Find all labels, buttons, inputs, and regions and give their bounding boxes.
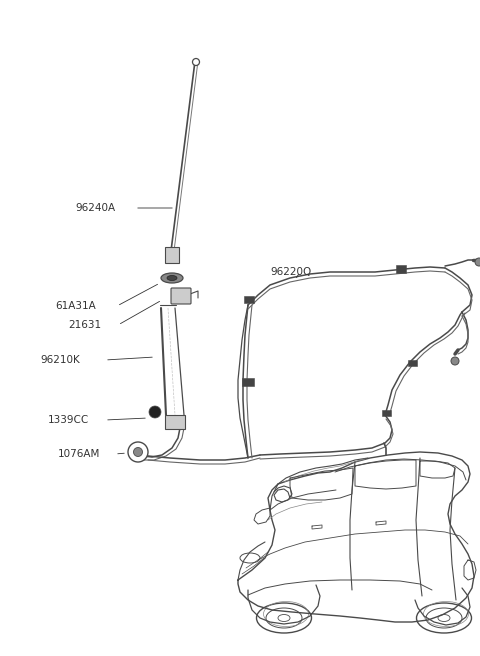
Text: 1076AM: 1076AM [58,449,100,459]
FancyBboxPatch shape [165,247,179,263]
Circle shape [133,447,143,457]
Circle shape [128,442,148,462]
FancyBboxPatch shape [242,378,254,386]
Circle shape [475,258,480,266]
Text: 96240A: 96240A [75,203,115,213]
FancyBboxPatch shape [396,265,406,273]
FancyBboxPatch shape [244,296,254,303]
Text: 21631: 21631 [68,320,101,330]
FancyBboxPatch shape [382,410,391,416]
FancyBboxPatch shape [408,360,417,366]
Text: 96220Q: 96220Q [270,267,311,277]
FancyBboxPatch shape [171,288,191,304]
Circle shape [149,406,161,418]
Text: 1339CC: 1339CC [48,415,89,425]
Circle shape [451,357,459,365]
FancyBboxPatch shape [165,415,185,429]
Ellipse shape [161,273,183,283]
Ellipse shape [167,276,177,281]
Ellipse shape [240,553,260,563]
Circle shape [192,58,200,66]
Text: 96210K: 96210K [40,355,80,365]
Ellipse shape [278,615,290,621]
Text: 61A31A: 61A31A [55,301,96,311]
Ellipse shape [438,615,450,621]
